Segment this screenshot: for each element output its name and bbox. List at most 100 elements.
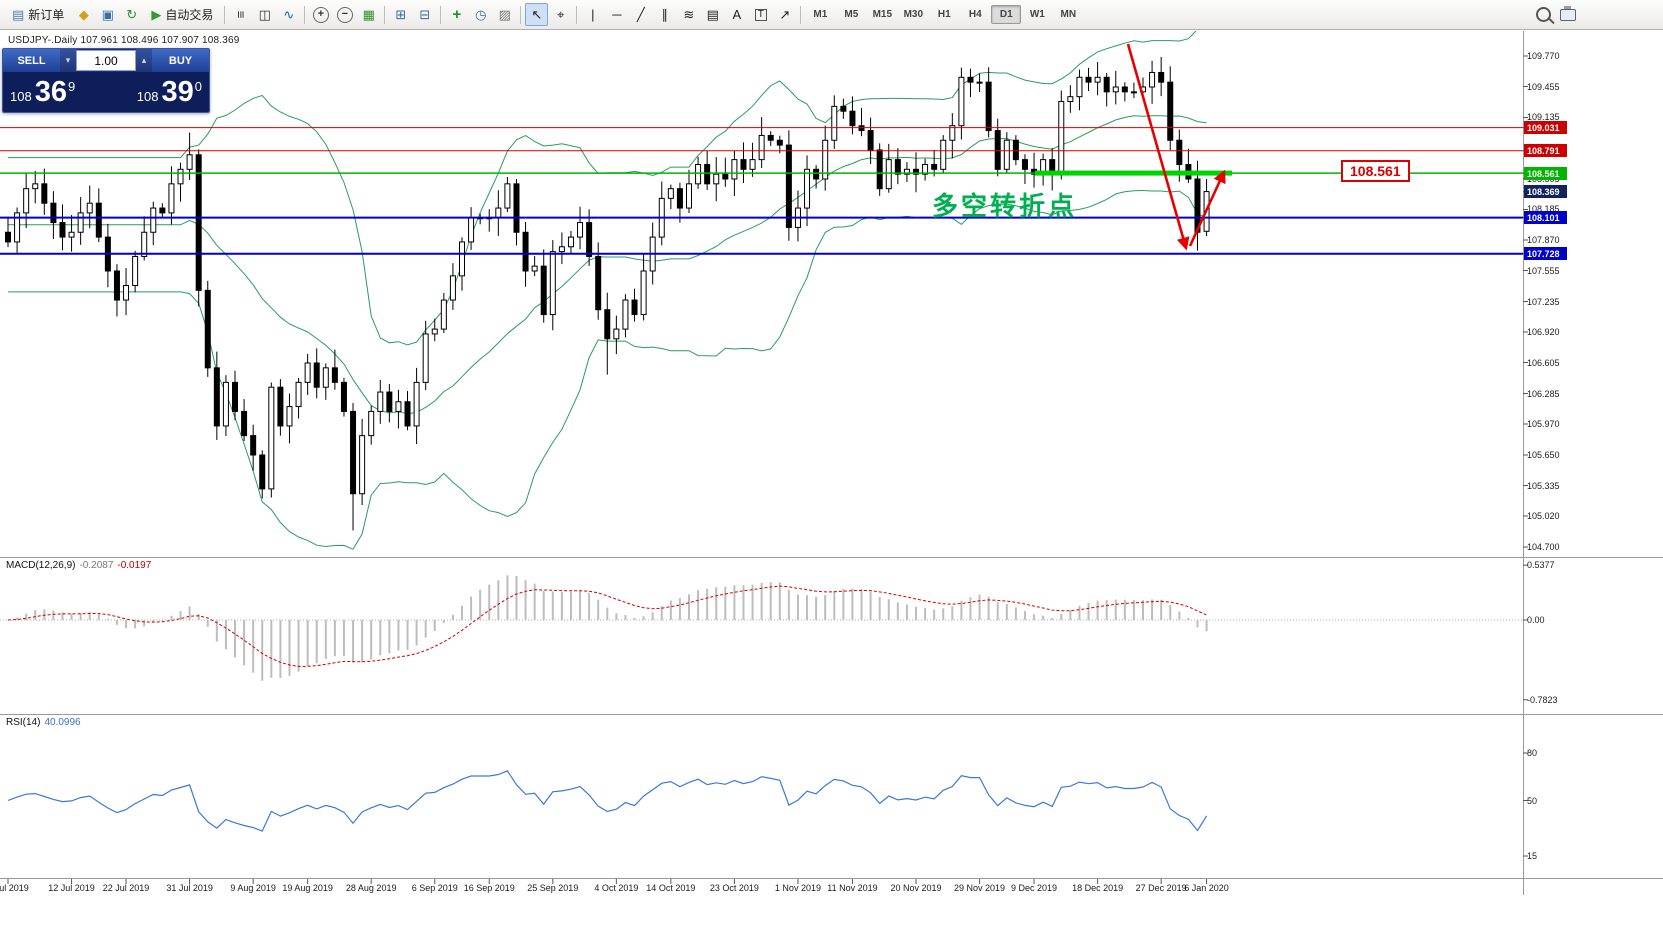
sell-price[interactable]: 108 36 9 [10, 75, 76, 108]
price-axis-label: 104.700 [1527, 542, 1560, 552]
candlestick-icon: ◫ [258, 7, 271, 22]
buy-price-big: 39 [161, 75, 194, 108]
toolbar-separator [304, 5, 306, 24]
volume-increase-button[interactable]: ▴ [136, 49, 152, 72]
timeframe-button-m30[interactable]: M30 [903, 9, 924, 20]
sell-price-big: 36 [34, 75, 67, 108]
time-axis-label: 28 Aug 2019 [345, 883, 397, 893]
timeframe-button-h1[interactable]: H1 [937, 9, 951, 20]
price-line-label: 107.728 [1524, 247, 1567, 261]
fibonacci-icon: ≋ [683, 7, 695, 22]
candles [5, 56, 1210, 531]
sell-price-pip: 9 [67, 78, 76, 94]
sell-price-prefix: 108 [10, 88, 32, 104]
time-axis-label: 29 Nov 2019 [954, 883, 1006, 893]
price-axis-label: 106.285 [1527, 388, 1560, 399]
auto-trading-button-label: 自动交易 [165, 8, 214, 22]
price-axis-label: 106.605 [1527, 357, 1560, 368]
time-axis-label: 9 Dec 2019 [1011, 883, 1058, 893]
toolbar-separator [576, 5, 578, 24]
rsi-panel [7, 770, 1208, 832]
text-icon[interactable]: A [725, 3, 748, 26]
timeframe-button-mn[interactable]: MN [1060, 9, 1077, 20]
macd-signal-line [7, 585, 1207, 667]
price-level-tag: 108.561 [1341, 160, 1410, 182]
periods-icon: ◷ [475, 7, 487, 22]
time-axis-label: 19 Aug 2019 [282, 883, 333, 893]
search-icon[interactable] [1532, 3, 1555, 26]
time-axis-label: 31 Jul 2019 [166, 883, 213, 893]
indicators-icon[interactable]: + [445, 3, 468, 26]
fibonacci-icon[interactable]: ≋ [677, 3, 700, 26]
auto-trading-button[interactable]: ▶ 自动交易 [144, 3, 220, 26]
cursor-icon[interactable]: ↖ [525, 3, 549, 26]
trend-arrow [1126, 43, 1190, 251]
timeframe-button-w1[interactable]: W1 [1029, 9, 1045, 20]
grid-icon: ▦ [362, 7, 375, 22]
channel-icon: ∥ [661, 7, 669, 22]
cascade-windows-icon[interactable]: ⊟ [413, 3, 436, 26]
timeframe-button-m15[interactable]: M15 [872, 9, 893, 20]
indicators-icon: + [452, 6, 462, 23]
cursor-icon: ↖ [531, 7, 543, 22]
timeframe-button-h4[interactable]: H4 [968, 9, 982, 20]
price-axis-label: 105.650 [1527, 449, 1560, 460]
time-axis-label: 20 Nov 2019 [890, 883, 942, 893]
price-axis-label: 107.235 [1527, 296, 1560, 307]
shapes-icon[interactable]: ▤ [701, 3, 724, 26]
time-axis-label: 9 Aug 2019 [230, 883, 276, 893]
crosshair-icon[interactable]: ⌖ [549, 3, 572, 26]
buy-button[interactable]: BUY [152, 49, 209, 72]
sell-button[interactable]: SELL [3, 49, 60, 72]
text-label-icon[interactable]: T [749, 3, 772, 26]
buy-price-pip: 0 [194, 78, 202, 94]
line-chart-icon[interactable]: ∿ [277, 3, 300, 26]
price-line-label: 108.791 [1524, 144, 1567, 158]
price-axis-label: 108.185 [1527, 204, 1560, 215]
grid-icon[interactable]: ▦ [357, 3, 380, 26]
candlestick-icon[interactable]: ◫ [253, 3, 276, 26]
rsi-scale-label: 15 [1527, 851, 1538, 862]
bar-chart-icon[interactable]: ≡ [229, 3, 252, 26]
periods-icon[interactable]: ◷ [469, 3, 492, 26]
volume-input[interactable] [76, 50, 136, 71]
channel-icon[interactable]: ∥ [653, 3, 676, 26]
gold-icon[interactable]: ◆ [72, 3, 95, 26]
chat-icon[interactable] [1556, 3, 1579, 26]
text-label-icon: T [754, 8, 767, 21]
price-axis-label: 105.020 [1527, 511, 1560, 521]
new-order-button[interactable]: ▤ 新订单 [5, 3, 71, 26]
price-axis-label: 109.135 [1527, 112, 1560, 123]
terminal-icon: ▣ [101, 7, 114, 22]
arrows-tool-icon: ↗ [779, 7, 791, 22]
vertical-line-icon[interactable]: | [581, 3, 604, 26]
play-icon: ▶ [151, 7, 162, 22]
zoom-out-icon[interactable]: − [333, 3, 356, 26]
templates-icon[interactable]: ▨ [493, 3, 516, 26]
macd-panel [0, 575, 1523, 681]
rsi-value: 40.0996 [44, 717, 81, 728]
new-order-button-label: 新订单 [28, 8, 65, 22]
new-order-icon: ▤ [12, 7, 25, 22]
terminal-icon[interactable]: ▣ [96, 3, 119, 26]
tile-windows-icon[interactable]: ⊞ [389, 3, 412, 26]
arrows-tool-icon[interactable]: ↗ [773, 3, 796, 26]
refresh-icon[interactable]: ↻ [120, 3, 143, 26]
rsi-header: RSI(14) 40.0996 [6, 717, 81, 728]
timeframe-button-d1[interactable]: D1 [991, 5, 1022, 24]
price-line-label: 108.561 [1524, 166, 1567, 180]
timeframe-button-m5[interactable]: M5 [844, 9, 859, 20]
timeframe-button-m1[interactable]: M1 [813, 9, 828, 20]
volume-decrease-button[interactable]: ▾ [60, 49, 76, 72]
price-axis-label: 105.970 [1527, 419, 1560, 429]
horizontal-line-icon[interactable]: ─ [605, 3, 628, 26]
price-axis-label: 107.870 [1527, 235, 1560, 245]
rsi-name: RSI(14) [6, 717, 41, 728]
buy-price[interactable]: 108 39 0 [137, 75, 202, 108]
price-line-label: 108.369 [1524, 185, 1567, 199]
trendline-icon[interactable]: ╱ [629, 3, 652, 26]
trendline-icon: ╱ [636, 7, 645, 22]
zoom-in-icon[interactable]: + [309, 3, 332, 26]
